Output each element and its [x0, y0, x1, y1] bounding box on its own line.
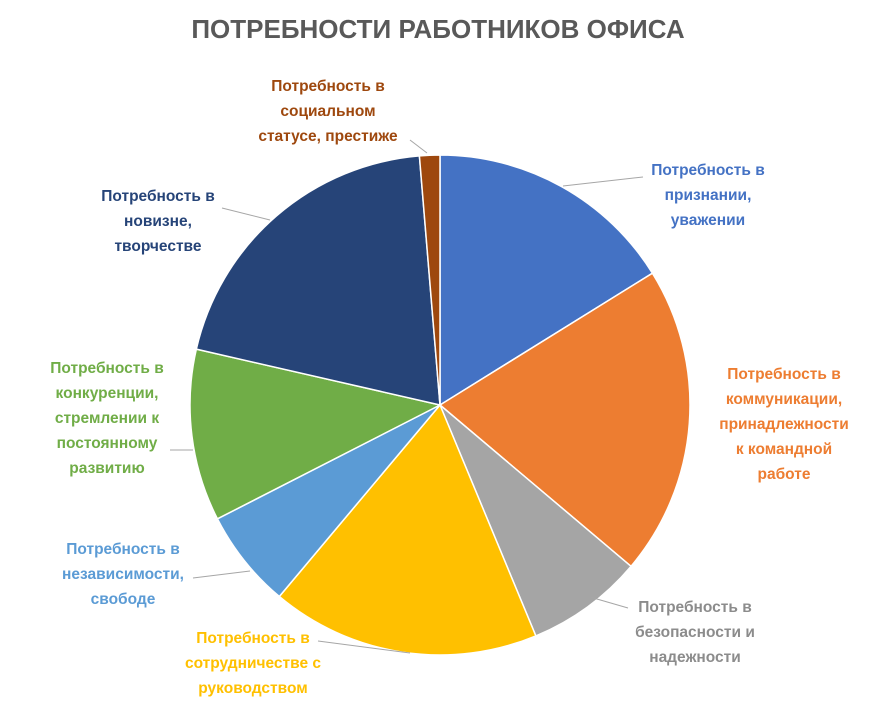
pie-slice [195, 155, 441, 406]
leader-line [317, 640, 411, 654]
chart-title: ПОТРЕБНОСТИ РАБОТНИКОВ ОФИСА [191, 14, 685, 44]
leader-line [562, 176, 644, 187]
slice-label: Потребность в признании, уважении [651, 162, 765, 229]
leader-line [221, 207, 271, 221]
slice-label: Потребность в сотрудничестве с руководст… [184, 630, 322, 697]
pie-slice [439, 404, 633, 637]
slice-label: Потребность в конкуренции, стремлении к … [50, 360, 164, 477]
slice-label: Потребность в коммуникации, принадлежнос… [719, 366, 849, 483]
pie-slice [438, 272, 691, 568]
leader-line [192, 570, 251, 579]
slice-label: Потребность в социальном статусе, прести… [258, 78, 398, 145]
leader-line [589, 596, 629, 609]
slice-label: Потребность в независимости, свободе [62, 541, 184, 608]
pie-slice [439, 154, 654, 407]
slice-label: Потребность в безопасности и надежности [635, 599, 755, 666]
slice-label: Потребность в новизне, творчестве [101, 188, 215, 255]
pie-slice [418, 154, 441, 406]
pie-slice [189, 348, 443, 520]
leader-line [409, 139, 428, 154]
